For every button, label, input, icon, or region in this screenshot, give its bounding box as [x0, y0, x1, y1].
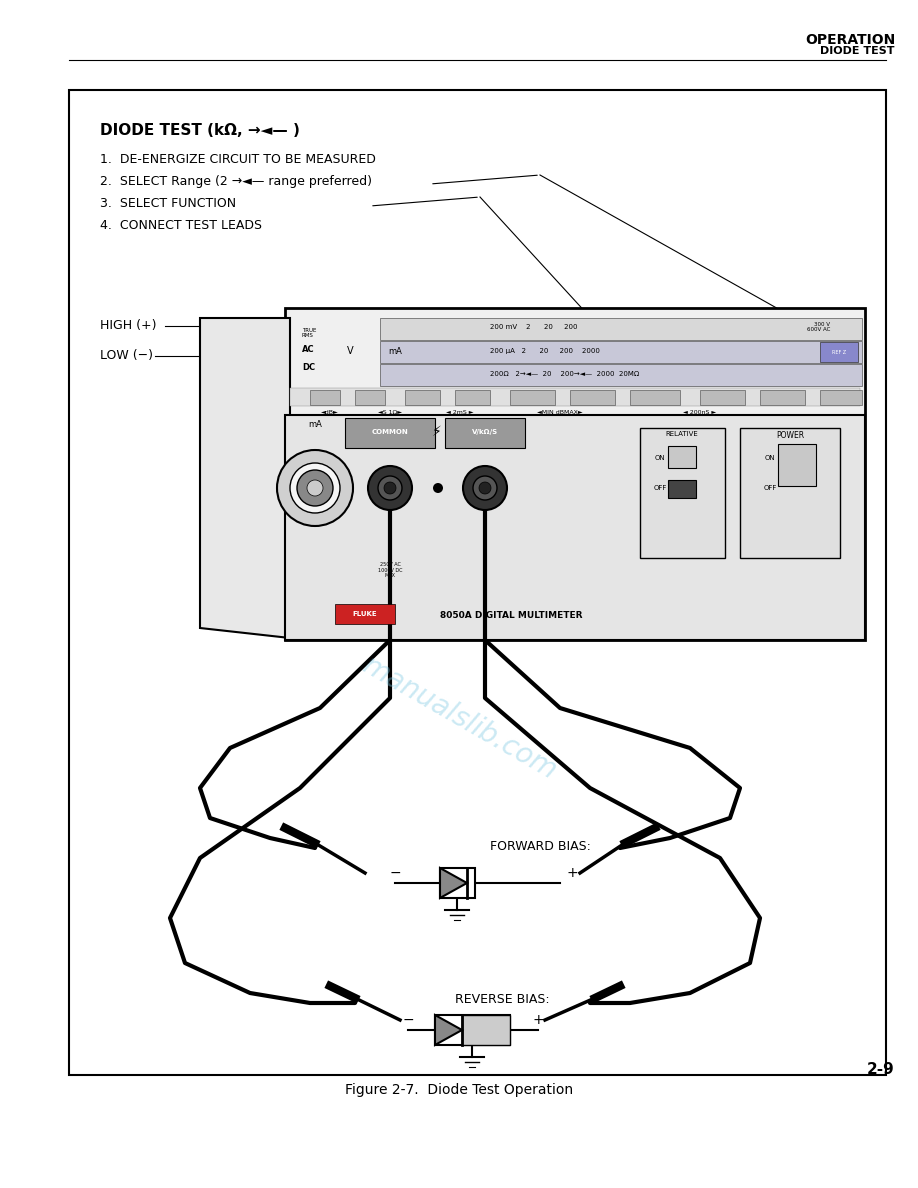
Circle shape: [479, 482, 491, 494]
Text: ◄ 200nS ►: ◄ 200nS ►: [683, 410, 717, 415]
Bar: [285, 415, 865, 640]
Bar: [820, 390, 862, 405]
Bar: [640, 428, 725, 558]
Text: OFF: OFF: [654, 485, 666, 491]
Text: 1.  DE-ENERGIZE CIRCUIT TO BE MEASURED: 1. DE-ENERGIZE CIRCUIT TO BE MEASURED: [100, 153, 375, 166]
Text: ◄dB►: ◄dB►: [321, 410, 339, 415]
Text: LOW (−): LOW (−): [100, 349, 153, 362]
Polygon shape: [440, 868, 467, 898]
Text: ON: ON: [655, 455, 666, 461]
Circle shape: [277, 450, 353, 526]
Text: 200 μA   2      20     200    2000: 200 μA 2 20 200 2000: [490, 348, 599, 354]
Text: V/kΩ/S: V/kΩ/S: [472, 429, 498, 435]
Bar: [335, 604, 395, 624]
Text: 300 V
600V AC: 300 V 600V AC: [807, 322, 830, 333]
Text: OFF: OFF: [763, 485, 777, 491]
Circle shape: [473, 476, 497, 500]
Bar: [440, 868, 475, 898]
Bar: [290, 388, 860, 406]
Bar: [435, 1015, 510, 1045]
Text: 4.  CONNECT TEST LEADS: 4. CONNECT TEST LEADS: [100, 219, 262, 232]
Text: Figure 2-7.  Diode Test Operation: Figure 2-7. Diode Test Operation: [345, 1083, 573, 1097]
Bar: [510, 390, 555, 405]
Polygon shape: [285, 308, 865, 640]
Text: ⚡: ⚡: [432, 425, 442, 440]
Bar: [778, 444, 816, 486]
Bar: [740, 428, 840, 558]
Text: +: +: [566, 866, 577, 880]
Text: DIODE TEST: DIODE TEST: [821, 46, 895, 56]
Bar: [668, 480, 696, 498]
Text: OPERATION: OPERATION: [805, 33, 895, 48]
Text: AC: AC: [302, 346, 315, 354]
Bar: [462, 1015, 510, 1045]
Text: FLUKE: FLUKE: [353, 611, 377, 617]
Text: 2.  SELECT Range (2 →◄— range preferred): 2. SELECT Range (2 →◄— range preferred): [100, 175, 372, 188]
Bar: [380, 318, 862, 340]
Bar: [310, 390, 340, 405]
Circle shape: [290, 463, 340, 513]
Circle shape: [433, 484, 443, 493]
Circle shape: [378, 476, 402, 500]
Bar: [405, 390, 440, 405]
Text: TRUE
RMS: TRUE RMS: [302, 328, 317, 339]
Circle shape: [368, 466, 412, 510]
Text: mA: mA: [308, 421, 322, 429]
Text: ◄MIN dBMAX►: ◄MIN dBMAX►: [537, 410, 583, 415]
Text: mA: mA: [388, 347, 402, 355]
Text: 8050A DIGITAL MULTIMETER: 8050A DIGITAL MULTIMETER: [440, 612, 583, 620]
Text: DIODE TEST (kΩ, →◄— ): DIODE TEST (kΩ, →◄— ): [100, 124, 300, 138]
Text: 2-9: 2-9: [868, 1062, 895, 1078]
Bar: [445, 418, 525, 448]
Text: 3.  SELECT FUNCTION: 3. SELECT FUNCTION: [100, 197, 236, 210]
Polygon shape: [435, 1015, 462, 1045]
Text: 200Ω   2→◄—  20    200→◄—  2000  20MΩ: 200Ω 2→◄— 20 200→◄— 2000 20MΩ: [490, 371, 639, 377]
Text: 250V AC
1000V DC
MAX: 250V AC 1000V DC MAX: [377, 562, 402, 579]
Circle shape: [297, 470, 333, 506]
Bar: [668, 446, 696, 468]
Text: V: V: [347, 346, 353, 356]
Circle shape: [463, 466, 507, 510]
Text: −: −: [389, 866, 401, 880]
Bar: [355, 390, 385, 405]
Text: FORWARD BIAS:: FORWARD BIAS:: [490, 840, 591, 853]
Text: −: −: [402, 1013, 414, 1026]
Text: ◄S 1Ω►: ◄S 1Ω►: [378, 410, 402, 415]
Text: manualslib.com: manualslib.com: [357, 651, 561, 785]
Bar: [760, 390, 805, 405]
Polygon shape: [200, 318, 290, 638]
Bar: [820, 342, 858, 362]
Bar: [700, 390, 745, 405]
Bar: [69, 90, 886, 1075]
Text: COMMON: COMMON: [372, 429, 409, 435]
Text: POWER: POWER: [776, 431, 804, 440]
Bar: [455, 390, 490, 405]
Text: 200 mV    2      20     200: 200 mV 2 20 200: [490, 324, 577, 330]
Bar: [630, 390, 680, 405]
Bar: [345, 418, 435, 448]
Circle shape: [307, 480, 323, 497]
Text: ON: ON: [765, 455, 776, 461]
Text: ◄ 2mS ►: ◄ 2mS ►: [446, 410, 474, 415]
Text: HIGH (+): HIGH (+): [100, 320, 156, 333]
Text: REF Z: REF Z: [832, 349, 846, 354]
Text: DC: DC: [302, 364, 315, 373]
Text: RELATIVE: RELATIVE: [666, 431, 699, 437]
Text: +: +: [532, 1013, 543, 1026]
Circle shape: [384, 482, 396, 494]
Bar: [380, 364, 862, 386]
Text: REVERSE BIAS:: REVERSE BIAS:: [455, 993, 550, 1006]
Bar: [380, 341, 862, 364]
Bar: [570, 390, 615, 405]
